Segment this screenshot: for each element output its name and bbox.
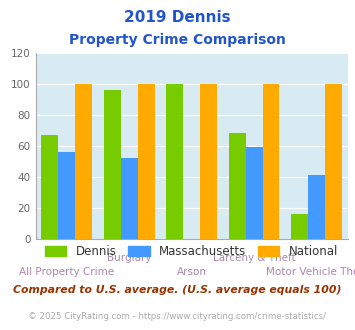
Text: Compared to U.S. average. (U.S. average equals 100): Compared to U.S. average. (U.S. average …	[13, 285, 342, 295]
Text: All Property Crime: All Property Crime	[19, 267, 114, 277]
Text: Larceny & Theft: Larceny & Theft	[213, 253, 296, 263]
Bar	[229, 133, 246, 239]
Bar	[42, 135, 58, 239]
Text: Arson: Arson	[177, 267, 207, 277]
Bar	[166, 84, 183, 239]
Bar	[291, 214, 308, 239]
Text: 2019 Dennis: 2019 Dennis	[124, 10, 231, 25]
Bar	[138, 84, 154, 239]
Text: Burglary: Burglary	[107, 253, 152, 263]
Text: Motor Vehicle Theft: Motor Vehicle Theft	[266, 267, 355, 277]
Bar	[104, 90, 121, 239]
Bar	[263, 84, 279, 239]
Bar	[308, 175, 325, 239]
Bar	[200, 84, 217, 239]
Bar	[58, 152, 75, 239]
Text: © 2025 CityRating.com - https://www.cityrating.com/crime-statistics/: © 2025 CityRating.com - https://www.city…	[28, 312, 327, 321]
Legend: Dennis, Massachusetts, National: Dennis, Massachusetts, National	[40, 241, 343, 263]
Bar	[121, 158, 138, 239]
Bar	[75, 84, 92, 239]
Bar	[246, 148, 263, 239]
Text: Property Crime Comparison: Property Crime Comparison	[69, 33, 286, 47]
Bar	[325, 84, 342, 239]
